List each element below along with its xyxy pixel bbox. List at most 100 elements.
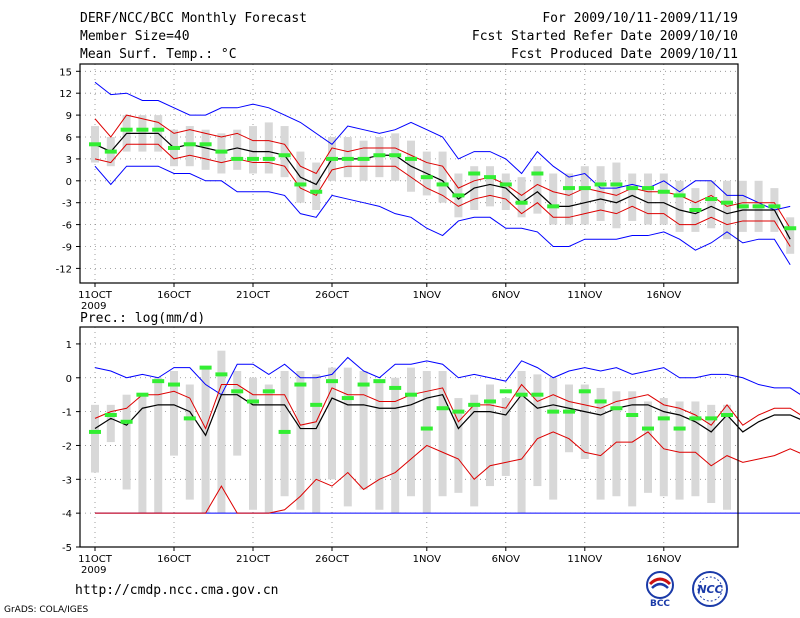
prec-panel: 1 0 -1 -2 -3 -4 -5 11OCT 16OCT 21OCT 26OCT 1NOV 6NOV…: [62, 311, 800, 576]
prec-spread-box: [122, 394, 131, 490]
temp-low-line: [94, 143, 791, 247]
prec-median-marker: [199, 365, 212, 370]
prec-spread-box: [91, 404, 99, 473]
temp-xtick-label: 11OCT: [78, 290, 113, 301]
temp-ytick-label: 9: [66, 111, 72, 122]
temp-median-marker: [436, 182, 449, 187]
temp-median-marker: [642, 186, 654, 191]
temp-median-marker: [626, 186, 639, 191]
prec-spread-box: [533, 374, 542, 487]
prec-xtick-label: 16NOV: [646, 554, 681, 565]
prec-spread-box: [138, 394, 147, 514]
prec-median-marker: [531, 392, 544, 397]
prec-median-marker: [341, 396, 354, 401]
prec-ytick-label: 1: [66, 340, 72, 351]
temp-median-marker: [136, 127, 149, 132]
temp-median-marker: [199, 142, 212, 147]
temp-median-marker: [768, 204, 781, 209]
prec-spread-box: [233, 371, 242, 456]
temp-spread-box: [264, 122, 273, 174]
temp-median-marker: [152, 127, 165, 132]
prec-spread-box: [486, 384, 494, 487]
temp-spread-box: [501, 173, 510, 210]
prec-spread-box: [501, 398, 510, 476]
temp-median-marker: [515, 200, 528, 205]
source-url[interactable]: http://cmdp.ncc.cma.gov.cn: [75, 583, 279, 598]
prec-median-marker: [563, 409, 575, 414]
temp-ytick-label: -9: [62, 243, 72, 254]
prec-spread-box: [359, 371, 368, 490]
prec-max-line: [94, 356, 800, 396]
temp-median-marker: [89, 142, 101, 147]
temp-median-marker: [452, 193, 465, 198]
prec-spread-box: [407, 367, 415, 497]
prec-median-marker: [168, 382, 180, 387]
prec-median-marker: [247, 399, 259, 404]
temp-spread-box: [233, 129, 242, 170]
forecast-started: Fcst Started Refer Date 2009/10/10: [471, 29, 738, 44]
prec-median-marker: [721, 413, 733, 417]
temp-xtick-label: 16NOV: [646, 290, 681, 301]
prec-median-marker: [594, 399, 607, 404]
temp-median-marker: [547, 204, 560, 209]
temp-median-marker: [373, 153, 386, 158]
prec-median-marker: [120, 419, 133, 424]
chart-title: DERF/NCC/BCC Monthly Forecast: [80, 11, 307, 26]
forecast-period: For 2009/10/11-2009/11/19: [542, 11, 738, 26]
prec-xtick-label: 1NOV: [413, 554, 442, 565]
prec-spread-box: [565, 384, 573, 453]
prec-median-marker: [515, 392, 528, 397]
prec-median-marker: [262, 389, 275, 394]
temp-median-marker: [736, 204, 749, 209]
prec-spread-box: [707, 404, 716, 503]
prec-spread-box: [170, 371, 178, 456]
temp-median-marker: [262, 156, 275, 161]
variable-label: Mean Surf. Temp.: °C: [80, 47, 237, 62]
prec-spread-box: [691, 401, 700, 497]
prec-spread-box: [154, 377, 163, 514]
prec-median-marker: [215, 372, 228, 377]
temp-median-marker: [784, 226, 797, 231]
temp-spread-box: [580, 166, 589, 225]
prec-median-marker: [136, 392, 149, 397]
prec-median-marker: [389, 385, 402, 390]
grads-credit: GrADS: COLA/IGES: [4, 605, 89, 615]
temp-spread-box: [438, 151, 447, 203]
temp-xtick-label: 6NOV: [492, 290, 521, 301]
temp-ytick-label: 0: [66, 177, 72, 188]
prec-spread-box: [549, 377, 558, 500]
member-size: Member Size=40: [80, 29, 190, 44]
prec-spread-box: [580, 384, 589, 459]
temp-median-marker: [183, 142, 196, 147]
forecast-produced: Fcst Produced Date 2009/10/11: [511, 47, 738, 62]
prec-spread-box: [264, 384, 273, 514]
temp-spread-box: [517, 177, 526, 218]
prec-spread-box: [422, 371, 431, 514]
temp-spread-box: [549, 173, 558, 225]
temp-spread-box: [723, 180, 731, 240]
temp-median-marker: [610, 182, 623, 187]
prec-median-marker: [89, 429, 101, 434]
prec-spread-box: [106, 404, 115, 443]
temp-median-marker: [120, 127, 133, 132]
temp-median-marker: [310, 189, 323, 194]
temp-median-marker: [531, 171, 544, 176]
temp-median-marker: [689, 208, 702, 212]
prec-median-marker: [373, 379, 386, 384]
prec-median-marker: [673, 426, 686, 431]
temp-median-marker: [278, 153, 291, 158]
temp-xtick-label: 26OCT: [315, 290, 350, 301]
prec-median-marker: [310, 402, 323, 407]
temp-spread-box: [280, 126, 289, 178]
prec-spread-box: [375, 381, 384, 510]
temp-xtick-label: 21OCT: [236, 290, 271, 301]
temp-min-line: [94, 165, 791, 266]
temp-median-marker: [484, 175, 496, 180]
temp-median-marker: [168, 145, 180, 150]
temp-panel: 15 12 9 6 3 0 -3 -6 -9 -12 11OCT 16OCT 21OCT 26OCT 1NO…: [56, 63, 797, 312]
prec-median-marker: [547, 409, 560, 414]
temp-spread-box: [565, 173, 573, 225]
prec-median-marker: [294, 382, 307, 387]
prec-spread-box: [723, 404, 731, 510]
